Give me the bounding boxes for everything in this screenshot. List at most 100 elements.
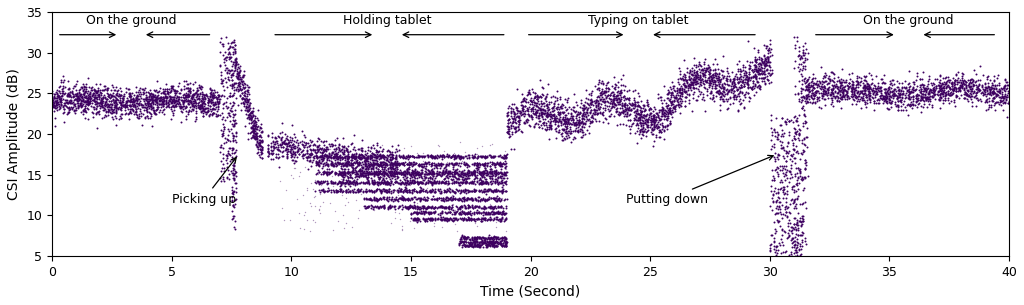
Point	[705, 95, 721, 100]
Point	[444, 188, 461, 193]
Point	[616, 109, 633, 113]
Point	[486, 211, 503, 216]
Point	[678, 78, 694, 83]
Point	[409, 189, 425, 194]
Point	[740, 91, 757, 95]
Point	[464, 171, 480, 176]
Point	[803, 94, 819, 99]
Point	[688, 74, 705, 79]
Point	[427, 188, 443, 193]
Point	[160, 91, 176, 96]
Point	[453, 180, 469, 185]
Point	[769, 170, 785, 175]
Point	[483, 188, 500, 193]
Point	[603, 99, 620, 104]
Point	[525, 111, 542, 116]
Point	[521, 104, 538, 109]
Point	[387, 162, 403, 167]
Point	[886, 82, 902, 87]
Point	[559, 119, 575, 124]
Point	[476, 165, 493, 170]
Point	[225, 158, 242, 163]
Point	[163, 96, 179, 101]
Point	[441, 216, 458, 221]
Point	[476, 238, 493, 243]
Point	[565, 107, 582, 112]
Point	[250, 147, 266, 152]
Point	[550, 105, 566, 110]
Point	[783, 236, 800, 241]
Point	[567, 121, 584, 126]
Point	[487, 169, 504, 174]
Point	[441, 197, 458, 202]
Point	[48, 99, 65, 104]
Point	[240, 105, 256, 109]
Point	[781, 118, 798, 123]
Point	[279, 142, 295, 147]
Point	[801, 83, 817, 88]
Point	[500, 117, 516, 122]
Point	[788, 240, 805, 245]
Point	[215, 162, 231, 167]
Point	[311, 210, 328, 215]
Point	[229, 77, 246, 82]
Point	[844, 71, 860, 76]
Point	[324, 153, 340, 158]
Point	[189, 91, 206, 96]
Point	[654, 109, 671, 114]
Point	[207, 102, 223, 106]
Point	[354, 160, 371, 164]
Point	[933, 87, 949, 92]
Point	[754, 76, 770, 81]
Point	[441, 204, 458, 209]
Point	[890, 104, 906, 109]
Point	[345, 152, 361, 157]
Point	[364, 154, 380, 159]
Point	[424, 170, 440, 175]
Point	[495, 154, 511, 159]
Point	[859, 81, 876, 86]
Point	[482, 180, 499, 185]
Point	[340, 178, 356, 182]
Point	[965, 82, 981, 87]
Point	[651, 128, 668, 133]
Point	[221, 113, 238, 117]
Point	[632, 129, 648, 134]
Point	[988, 94, 1005, 99]
Point	[538, 127, 554, 132]
Point	[549, 97, 565, 102]
Point	[325, 187, 341, 192]
Point	[380, 207, 396, 212]
Point	[168, 102, 184, 106]
Point	[531, 112, 548, 117]
Point	[443, 197, 460, 202]
Point	[999, 101, 1016, 106]
Point	[372, 169, 388, 174]
Point	[291, 145, 307, 150]
Point	[505, 117, 521, 122]
Point	[334, 149, 350, 154]
Point	[486, 189, 503, 194]
Point	[391, 189, 408, 194]
Point	[881, 84, 897, 89]
Point	[446, 161, 463, 166]
Point	[172, 102, 188, 106]
Point	[478, 206, 495, 210]
Point	[441, 205, 458, 210]
Point	[299, 155, 315, 160]
Point	[408, 210, 424, 214]
Point	[643, 119, 659, 124]
Point	[497, 242, 513, 247]
Point	[794, 230, 810, 235]
Point	[835, 95, 851, 99]
Point	[129, 113, 145, 118]
Point	[480, 186, 497, 191]
Point	[247, 125, 263, 130]
Point	[492, 210, 508, 215]
Point	[400, 197, 417, 202]
Point	[905, 90, 922, 95]
Point	[915, 69, 932, 74]
Point	[950, 95, 967, 100]
Point	[561, 128, 578, 133]
Point	[610, 96, 627, 101]
